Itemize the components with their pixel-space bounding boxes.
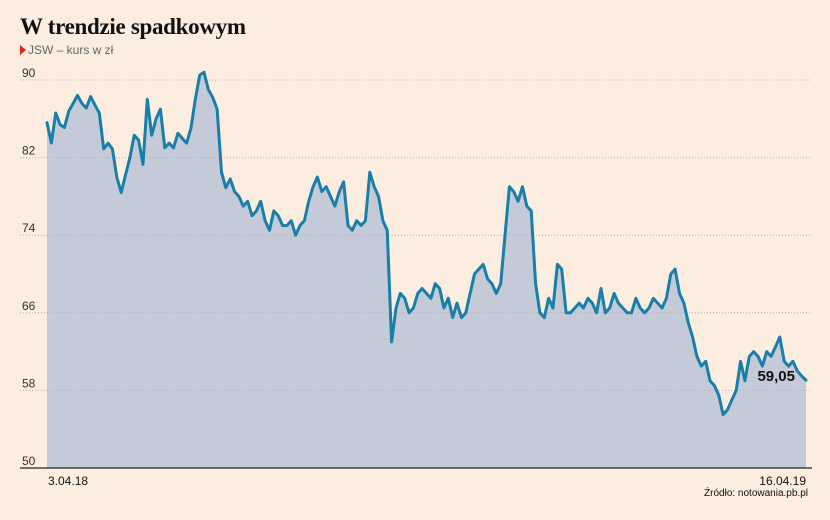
price-line (45, 70, 808, 417)
y-tick-label-82: 82 (22, 144, 36, 158)
chart-subtitle-row: JSW – kurs w zł (20, 43, 113, 57)
chart-subtitle: JSW – kurs w zł (28, 43, 114, 57)
x-tick-label-end: 16.04.19 (759, 474, 806, 488)
y-tick-label-90: 90 (22, 66, 36, 80)
y-tick-label-74: 74 (22, 221, 36, 235)
y-tick-label-66: 66 (22, 299, 36, 313)
last-value-label: 59,05 (757, 368, 795, 385)
source-note: Źródło: notowania.pb.pl (704, 488, 808, 499)
chart-title: W trendzie spadkowym (20, 14, 246, 39)
x-tick-label-start: 3.04.18 (48, 474, 88, 488)
red-triangle-icon (20, 45, 26, 55)
y-tick-label-58: 58 (22, 376, 36, 390)
price-area (47, 72, 806, 468)
y-tick-label-50: 50 (22, 454, 36, 468)
